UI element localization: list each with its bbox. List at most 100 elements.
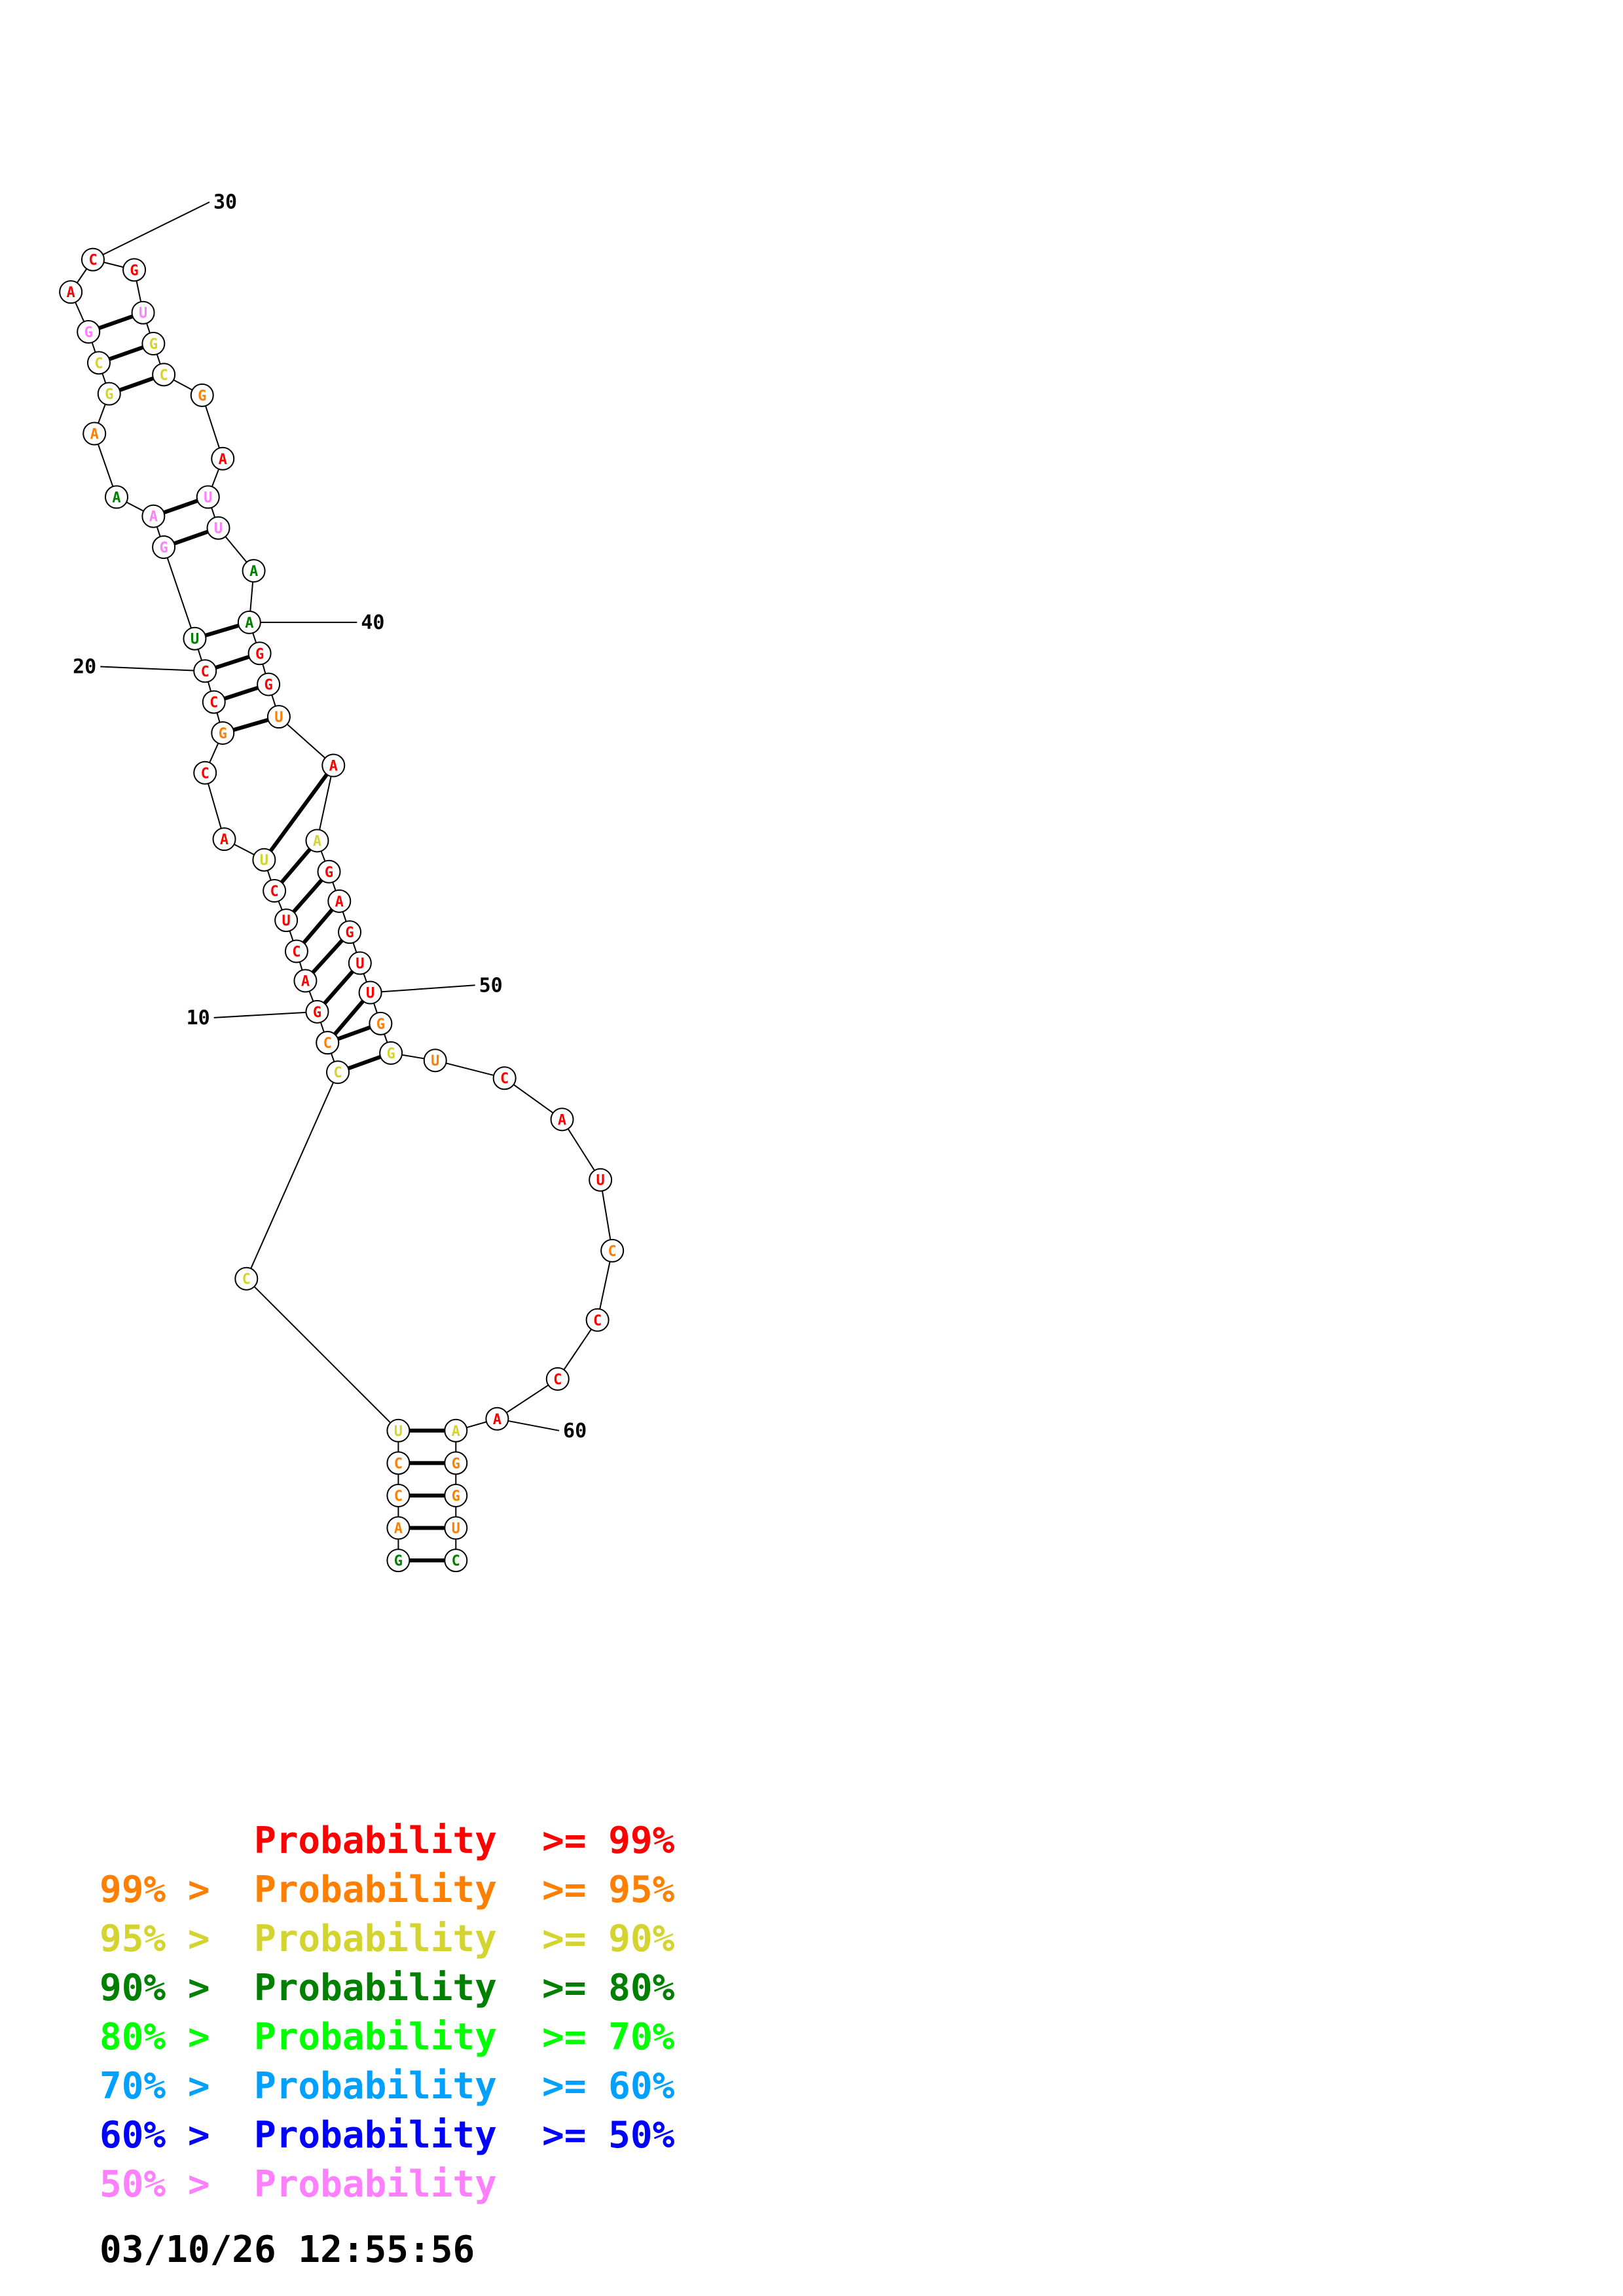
nucleotide: A [141,504,166,528]
nucleotide-base: C [160,367,168,384]
nucleotide-circle [386,1516,410,1540]
nucleotide: A [105,485,129,509]
nucleotide-base: G [198,388,206,404]
nucleotide-circle [585,1308,610,1332]
nucleotide: C [234,1266,259,1291]
nucleotide: A [321,753,346,778]
nucleotide: U [206,516,230,540]
legend-label: Probability [254,1869,497,1911]
nucleotide-circle [237,610,261,634]
legend-range-low: 70% > [100,2065,210,2108]
nucleotide: G [338,920,362,944]
nucleotide-base: A [313,833,321,850]
nucleotide: U [444,1516,468,1540]
nucleotide-base: A [335,894,344,910]
nucleotide-circle [193,761,217,785]
nucleotide-circle [369,1011,393,1035]
nucleotide-base: G [345,925,354,941]
nucleotide: G [444,1483,468,1507]
nucleotide-base: A [149,509,158,526]
nucleotide-base: C [323,1035,332,1052]
nucleotide-base: C [292,944,301,960]
legend-label: Probability [254,2016,497,2058]
legend-range-high: >= 80% [542,1967,675,2009]
nucleotide-circle [327,889,352,913]
nucleotide-circle [131,300,155,325]
nucleotide: U [196,485,220,509]
nucleotide-base: A [90,426,99,442]
nucleotide-circle [183,626,207,651]
legend-range-high: >= 60% [542,2065,675,2108]
nucleotide: C [193,659,217,683]
nucleotide-base: U [394,1424,403,1440]
position-label: 40 [361,611,384,634]
nucleotide-circle [386,1483,410,1507]
nucleotide: G [190,383,214,407]
nucleotide: C [284,939,308,963]
nucleotide: G [305,999,329,1024]
legend-range-high: >= 90% [542,1918,675,1960]
nucleotide-base: C [201,664,210,680]
nucleotide-circle [190,383,214,407]
nucleotide-base: A [219,452,227,468]
nucleotide-circle [284,939,308,963]
nucleotide-circle [293,969,318,993]
nucleotide-circle [202,690,226,714]
nucleotide-circle [444,1516,468,1540]
position-ticks: 10 20 30 40 50 60 [73,191,587,1443]
nucleotide-circle [589,1168,613,1192]
nucleotide: C [545,1367,570,1391]
backbone-segment [163,547,196,639]
nucleotide: A [242,559,266,583]
legend-label: Probability [254,1820,497,1862]
nucleotide-base: G [219,726,227,742]
nucleotide-circle [252,848,276,872]
legend-label: Probability [254,1918,497,1960]
nucleotide-circle [545,1367,570,1391]
nucleotide: U [348,951,372,975]
nucleotide: C [386,1483,410,1507]
nucleotide-base: U [139,306,147,322]
nucleotide: C [444,1549,468,1573]
legend-range-high: >= 99% [542,1820,675,1862]
nucleotide-base: A [558,1112,566,1128]
nucleotide: C [193,761,217,785]
legend-label: Probability [254,1967,497,2009]
nucleotide-base: C [88,253,97,269]
nucleotide: U [252,848,276,872]
nucleotide: A [550,1107,574,1132]
nucleotide-circle [550,1107,574,1132]
nucleotide: A [485,1407,509,1431]
legend-range-low: 60% > [100,2114,210,2157]
nucleotide: A [237,610,261,634]
backbone-segment [278,716,334,766]
nucleotide-base: C [94,355,103,372]
nucleotide-base: G [84,325,93,341]
nucleotide-base: G [160,540,168,556]
nucleotide: G [141,332,166,356]
nucleotide-circle [263,879,287,903]
nucleotide-base: C [201,766,210,782]
nucleotide-circle [305,999,329,1024]
nucleotide-circle [105,485,129,509]
backbone-segment [561,1119,601,1181]
nucleotide: U [358,980,382,1005]
backbone-segment [596,1250,613,1321]
nucleotide: C [600,1238,625,1263]
nucleotide-base: U [366,986,374,1002]
nucleotide: A [444,1418,468,1443]
nucleotide-base: G [255,646,264,662]
nucleotide-circle [379,1041,403,1065]
nucleotide: A [327,889,352,913]
nucleotide: C [263,879,287,903]
legend-range-high: >= 50% [542,2114,675,2157]
legend-range-high: >= 70% [542,2016,675,2058]
nucleotide-circle [247,641,272,666]
nucleotide-base: A [301,974,310,990]
nucleotide-circle [211,721,235,745]
position-label: 30 [213,191,237,214]
nucleotide: G [97,382,121,406]
nucleotide-circle [444,1483,468,1507]
nucleotide-base: C [242,1272,251,1288]
